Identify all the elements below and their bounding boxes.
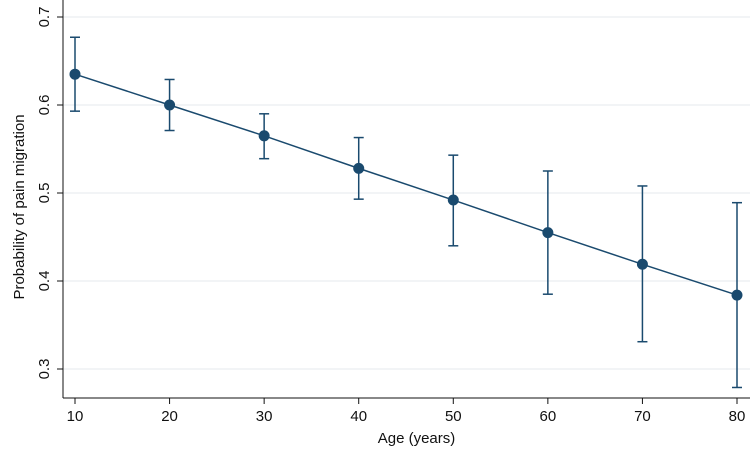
y-tick-label: 0.3 <box>36 359 53 380</box>
x-tick-label: 30 <box>256 408 273 425</box>
x-tick-label: 40 <box>350 408 367 425</box>
series-group <box>69 36 743 389</box>
data-point <box>542 227 554 239</box>
x-tick-label: 70 <box>634 408 651 425</box>
data-point <box>636 258 648 270</box>
data-point <box>258 130 270 142</box>
y-tick-label: 0.5 <box>36 183 53 204</box>
grid-lines <box>63 16 750 370</box>
y-axis-title: Probability of pain migration <box>11 114 28 299</box>
y-tick-label: 0.6 <box>36 95 53 116</box>
x-tick-label: 10 <box>67 408 84 425</box>
data-point <box>447 194 459 206</box>
data-point <box>69 68 81 80</box>
y-tick-label: 0.4 <box>36 271 53 292</box>
data-point <box>353 162 365 174</box>
x-tick-label: 50 <box>445 408 462 425</box>
x-tick-label: 60 <box>540 408 557 425</box>
data-point <box>164 99 176 111</box>
x-tick-label: 20 <box>161 408 178 425</box>
x-tick-label: 80 <box>729 408 746 425</box>
series-line <box>74 73 738 296</box>
data-point <box>731 289 743 301</box>
plot-frame <box>62 0 750 399</box>
y-tick-label: 0.7 <box>36 7 53 28</box>
x-axis: 10 20 30 40 50 60 70 80 <box>67 398 746 425</box>
y-axis: 0.3 0.4 0.5 0.6 0.7 <box>36 7 63 380</box>
x-axis-title: Age (years) <box>378 430 456 447</box>
